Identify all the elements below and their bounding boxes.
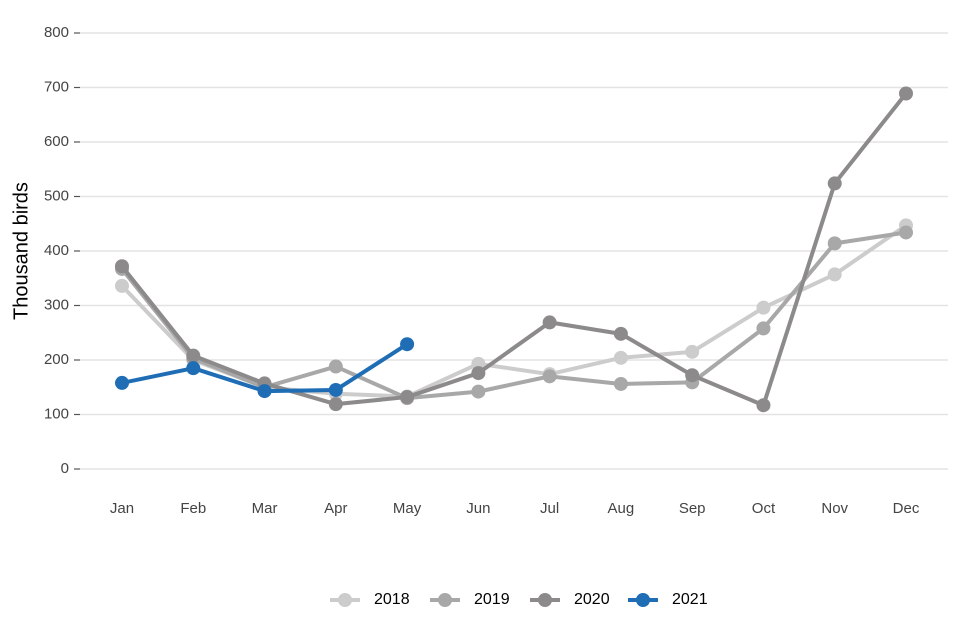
x-tick-label: Aug <box>608 500 635 517</box>
point <box>899 225 913 240</box>
point <box>115 375 129 390</box>
y-tick-label: 700 <box>44 78 69 95</box>
x-tick-label: Nov <box>821 500 848 517</box>
legend-label: 2018 <box>374 591 410 608</box>
x-tick-label: Sep <box>679 500 706 517</box>
legend-label: 2021 <box>672 591 708 608</box>
y-tick-label: 800 <box>44 24 69 41</box>
point <box>827 267 842 282</box>
point <box>542 369 557 384</box>
point <box>827 236 842 251</box>
point <box>257 384 272 399</box>
legend-swatch <box>538 593 552 607</box>
point <box>756 321 771 336</box>
x-tick-label: Dec <box>893 500 920 517</box>
point <box>899 86 913 101</box>
point <box>756 398 771 413</box>
x-tick-label: Mar <box>252 500 278 517</box>
x-tick-label: Apr <box>324 500 347 517</box>
point <box>328 382 343 397</box>
y-tick-label: 500 <box>44 187 69 204</box>
y-tick-label: 0 <box>61 460 69 477</box>
point <box>115 278 129 293</box>
point <box>328 397 343 412</box>
y-tick-label: 400 <box>44 242 69 259</box>
legend-label: 2019 <box>474 591 510 608</box>
y-tick-label: 300 <box>44 296 69 313</box>
point <box>471 384 486 399</box>
y-tick-label: 600 <box>44 133 69 150</box>
point <box>328 359 343 374</box>
point <box>115 259 129 274</box>
x-tick-label: Jul <box>540 500 559 517</box>
legend-swatch <box>438 593 452 607</box>
point <box>400 337 415 352</box>
point <box>186 361 201 376</box>
point <box>400 390 415 405</box>
point <box>613 376 628 391</box>
y-tick-label: 200 <box>44 351 69 368</box>
point <box>613 350 628 365</box>
series-line <box>120 92 908 408</box>
point <box>685 368 700 383</box>
point <box>756 300 771 315</box>
point <box>542 315 557 330</box>
point <box>471 366 486 381</box>
point <box>685 344 700 359</box>
x-tick-label: May <box>393 500 422 517</box>
y-axis-label: Thousand birds <box>10 182 32 320</box>
point <box>613 326 628 341</box>
point <box>186 348 201 363</box>
x-tick-label: Oct <box>752 500 776 517</box>
x-tick-label: Jun <box>466 500 490 517</box>
x-tick-label: Jan <box>110 500 134 517</box>
x-tick-label: Feb <box>180 500 206 517</box>
legend-swatch <box>338 593 352 607</box>
legend-swatch <box>636 593 650 607</box>
legend-label: 2020 <box>574 591 610 608</box>
series-line <box>120 230 907 401</box>
point <box>827 176 842 191</box>
y-tick-label: 100 <box>44 405 69 422</box>
